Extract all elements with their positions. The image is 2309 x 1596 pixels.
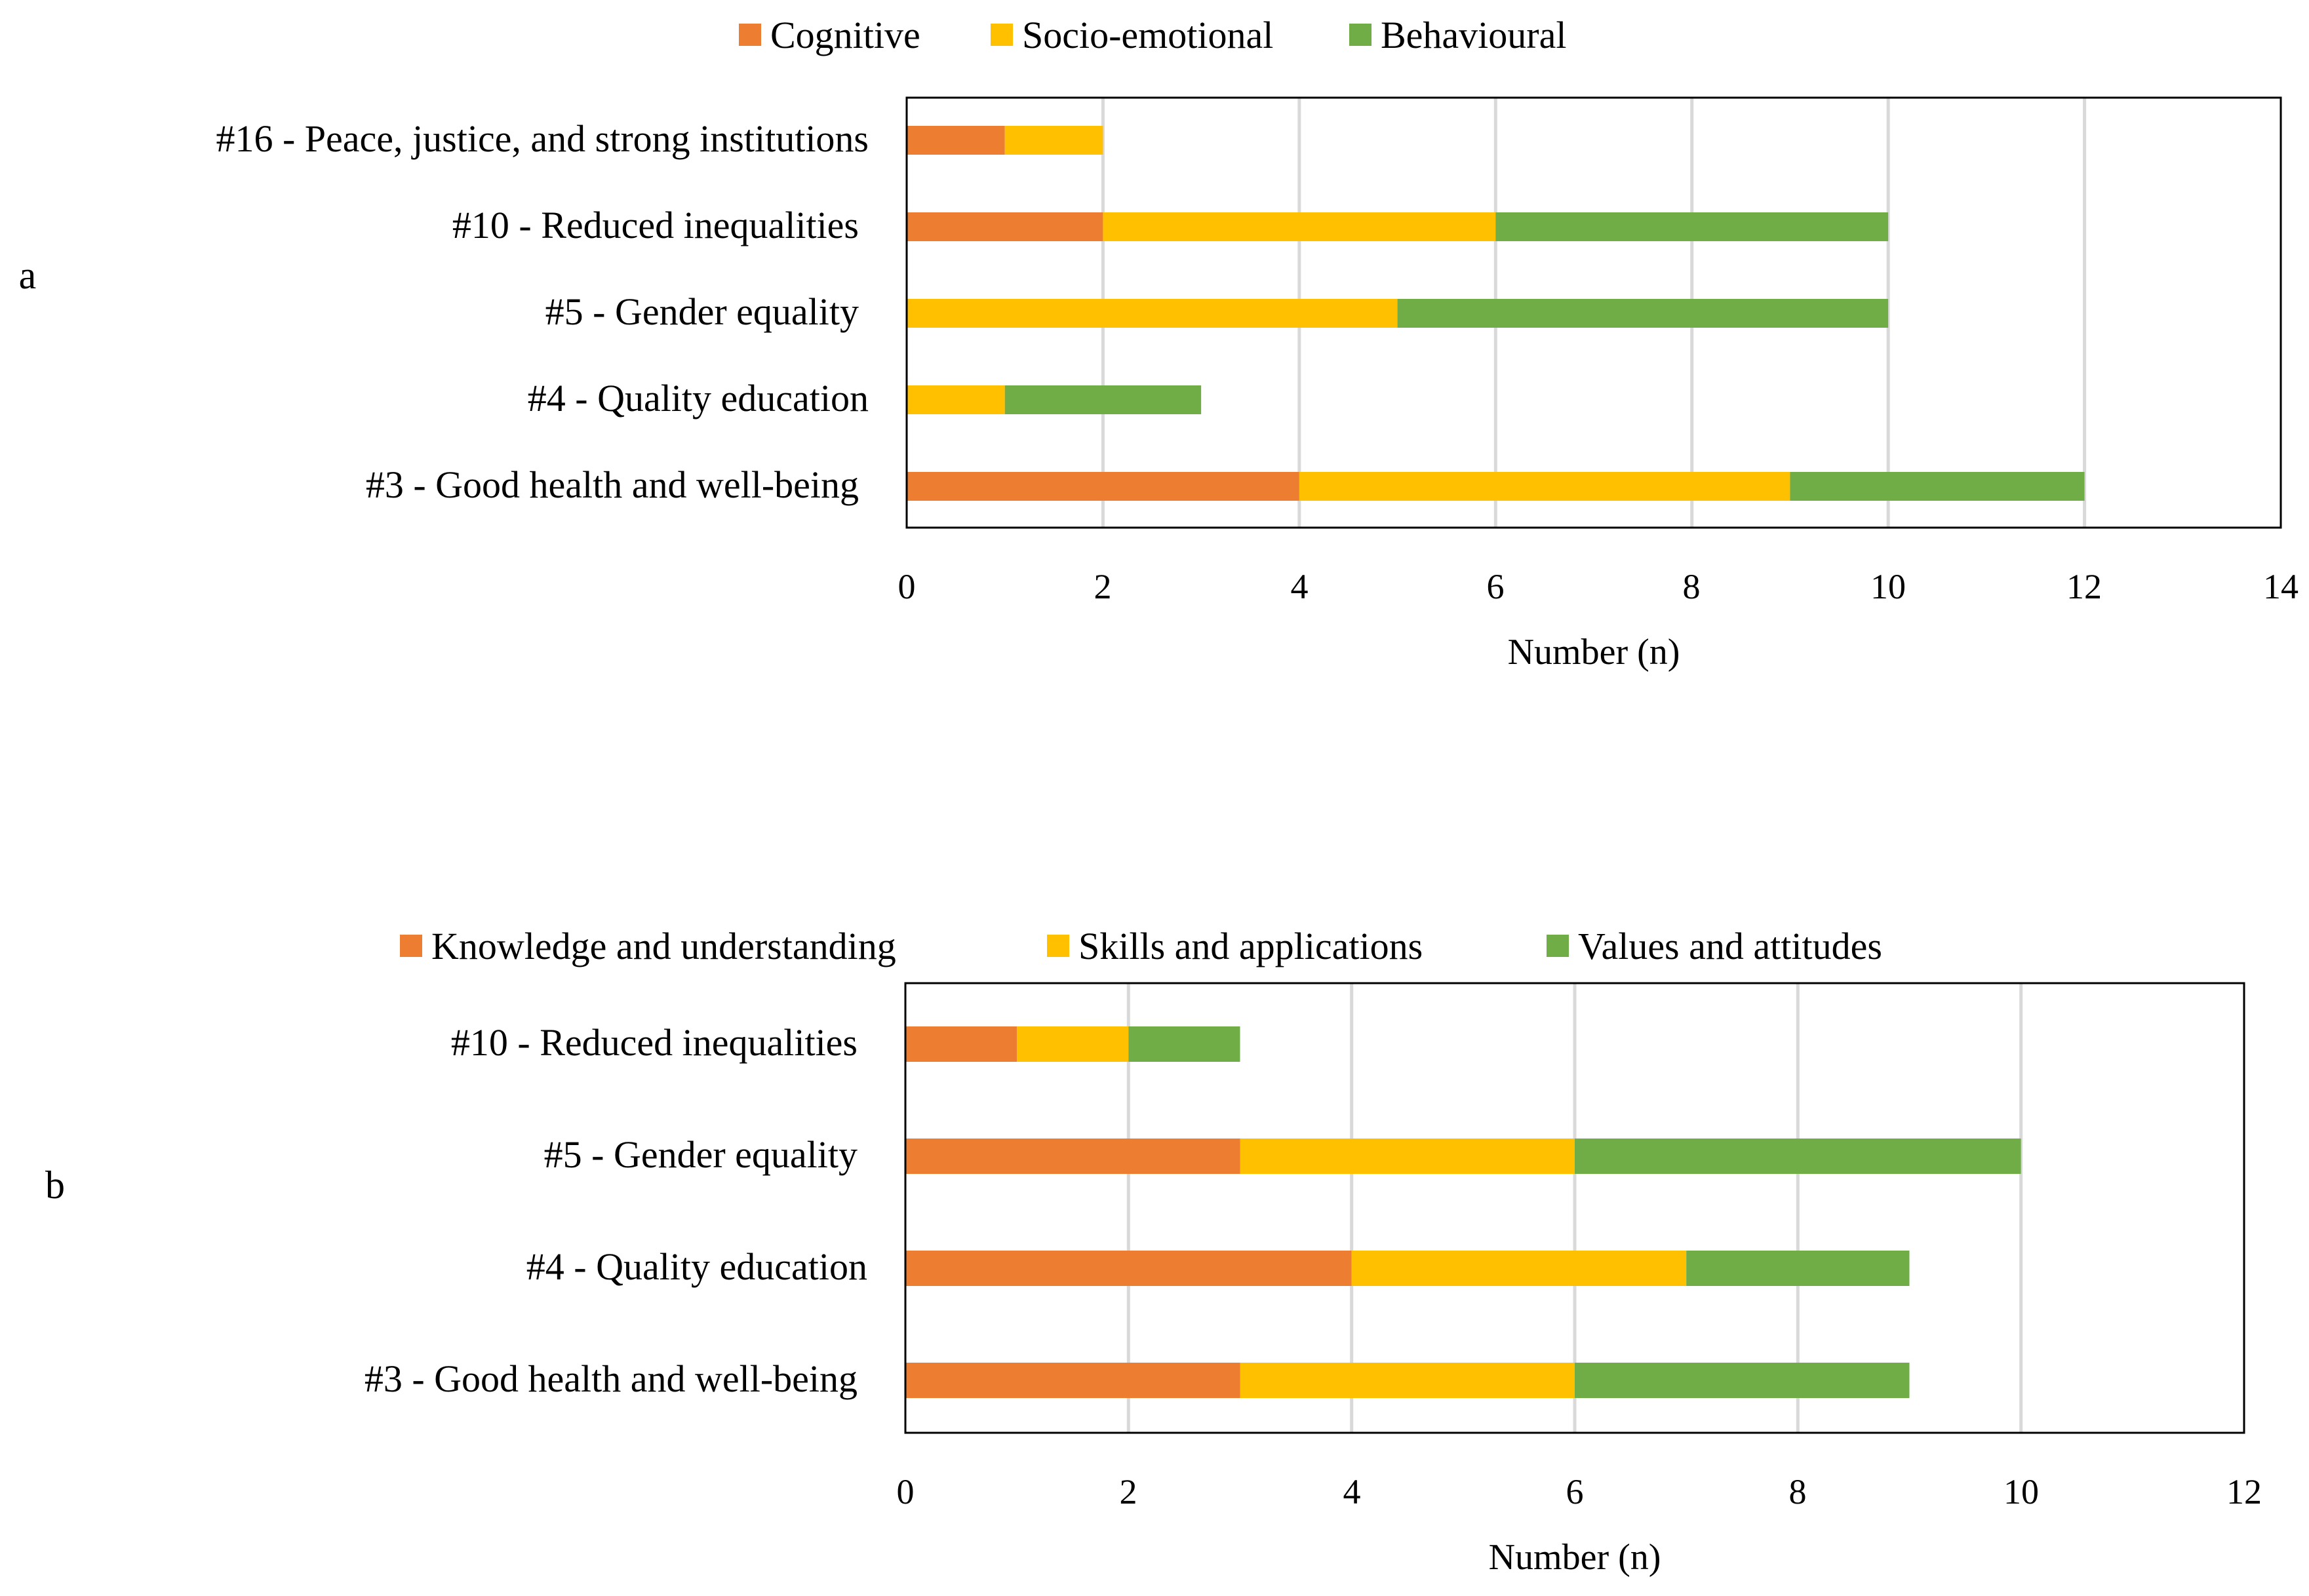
bar-segment <box>1495 212 1889 241</box>
bar-segment <box>907 212 1103 241</box>
x-tick-label: 4 <box>1291 567 1309 606</box>
category-label: #3 - Good health and well-being <box>365 1357 858 1400</box>
category-label: #10 - Reduced inequalities <box>451 1021 858 1064</box>
plot-frame <box>904 982 2245 1434</box>
chart-panel-b: b Knowledge and understanding Skills and… <box>45 925 2262 1578</box>
legend-swatch <box>1047 935 1069 957</box>
category-label: #5 - Gender equality <box>544 1133 858 1176</box>
legend-item: Behavioural <box>1349 14 1566 56</box>
x-tick-label: 4 <box>1343 1472 1361 1511</box>
legend: Knowledge and understanding Skills and a… <box>400 925 1882 967</box>
legend: Cognitive Socio-emotional Behavioural <box>739 14 1566 56</box>
legend-label: Cognitive <box>770 14 920 56</box>
bar-segment <box>1240 1139 1575 1174</box>
legend-swatch <box>991 24 1013 46</box>
legend-item: Cognitive <box>739 14 920 56</box>
x-tick-labels: 0 2 4 6 8 10 12 14 <box>898 567 2299 606</box>
bar-segment <box>907 299 1398 328</box>
x-axis-title: Number (n) <box>1508 632 1680 672</box>
bar-segment <box>1017 1026 1129 1062</box>
panel-letter: b <box>45 1163 65 1207</box>
x-tick-label: 14 <box>2263 567 2299 606</box>
bar-segment <box>1397 299 1889 328</box>
category-label: #4 - Quality education <box>528 377 869 419</box>
x-tick-label: 10 <box>2003 1472 2039 1511</box>
bars <box>905 1026 2021 1398</box>
bar-segment <box>905 1026 1017 1062</box>
panel-letter: a <box>19 254 37 297</box>
plot-frame <box>905 96 2282 529</box>
bar-segment <box>1686 1251 1910 1286</box>
legend-item: Socio-emotional <box>991 14 1273 56</box>
category-labels: #10 - Reduced inequalities #5 - Gender e… <box>365 1021 867 1400</box>
bar-segment <box>1004 385 1202 414</box>
legend-label: Socio-emotional <box>1022 14 1273 56</box>
category-label: #3 - Good health and well-being <box>366 463 859 506</box>
legend-label: Values and attitudes <box>1578 925 1882 967</box>
bar-segment <box>1128 1026 1240 1062</box>
category-label: #10 - Reduced inequalities <box>452 204 859 246</box>
legend-label: Knowledge and understanding <box>431 925 896 967</box>
bar-segment <box>1575 1139 2021 1174</box>
x-tick-label: 8 <box>1683 567 1701 606</box>
legend-item: Values and attitudes <box>1547 925 1882 967</box>
bar-segment <box>1240 1363 1575 1398</box>
legend-swatch <box>739 24 761 46</box>
category-label: #4 - Quality education <box>526 1245 867 1288</box>
x-tick-label: 0 <box>898 567 916 606</box>
bar-segment <box>907 472 1299 501</box>
bar-segment <box>905 1251 1352 1286</box>
bar-segment <box>1004 126 1103 155</box>
legend-swatch <box>400 935 422 957</box>
x-tick-label: 6 <box>1487 567 1505 606</box>
legend-swatch <box>1547 935 1569 957</box>
x-tick-label: 12 <box>2066 567 2102 606</box>
bar-segment <box>905 1139 1240 1174</box>
chart-panel-a: a Cognitive Socio-emotional Behavioural … <box>19 14 2299 672</box>
x-tick-label: 0 <box>897 1472 915 1511</box>
bar-segment <box>1790 472 2085 501</box>
gridlines <box>1126 983 2023 1433</box>
legend-label: Skills and applications <box>1078 925 1423 967</box>
legend-swatch <box>1349 24 1372 46</box>
bar-segment <box>907 126 1005 155</box>
x-axis-title: Number (n) <box>1489 1537 1661 1578</box>
x-tick-label: 8 <box>1789 1472 1807 1511</box>
category-label: #16 - Peace, justice, and strong institu… <box>216 117 869 160</box>
bar-segment <box>1575 1363 1910 1398</box>
x-tick-label: 2 <box>1120 1472 1137 1511</box>
bar-segment <box>905 1363 1240 1398</box>
legend-item: Skills and applications <box>1047 925 1423 967</box>
x-tick-label: 12 <box>2226 1472 2262 1511</box>
bar-segment <box>1299 472 1790 501</box>
legend-item: Knowledge and understanding <box>400 925 896 967</box>
bars <box>907 126 2085 501</box>
x-tick-label: 6 <box>1566 1472 1584 1511</box>
x-tick-labels: 0 2 4 6 8 10 12 <box>897 1472 2262 1511</box>
bar-segment <box>1351 1251 1687 1286</box>
bar-segment <box>1103 212 1496 241</box>
category-labels: #16 - Peace, justice, and strong institu… <box>216 117 869 506</box>
x-tick-label: 10 <box>1870 567 1906 606</box>
category-label: #5 - Gender equality <box>545 290 859 333</box>
legend-label: Behavioural <box>1381 14 1566 56</box>
bar-segment <box>907 385 1005 414</box>
x-tick-label: 2 <box>1094 567 1112 606</box>
